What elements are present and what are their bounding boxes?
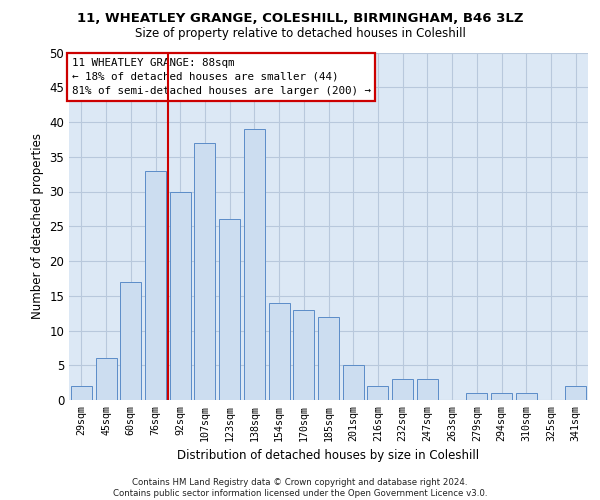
Text: 11, WHEATLEY GRANGE, COLESHILL, BIRMINGHAM, B46 3LZ: 11, WHEATLEY GRANGE, COLESHILL, BIRMINGH… [77, 12, 523, 26]
Bar [219, 220, 240, 400]
Text: 11 WHEATLEY GRANGE: 88sqm
← 18% of detached houses are smaller (44)
81% of semi-: 11 WHEATLEY GRANGE: 88sqm ← 18% of detac… [71, 58, 371, 96]
Bar [95, 358, 116, 400]
Bar [565, 386, 586, 400]
Bar [145, 170, 166, 400]
Y-axis label: Number of detached properties: Number of detached properties [31, 133, 44, 320]
Bar [318, 316, 339, 400]
Bar [194, 143, 215, 400]
Bar [269, 302, 290, 400]
Bar [170, 192, 191, 400]
X-axis label: Distribution of detached houses by size in Coleshill: Distribution of detached houses by size … [178, 449, 479, 462]
Bar [293, 310, 314, 400]
Bar [367, 386, 388, 400]
Bar [71, 386, 92, 400]
Bar [343, 365, 364, 400]
Text: Contains public sector information licensed under the Open Government Licence v3: Contains public sector information licen… [113, 489, 487, 498]
Text: Contains HM Land Registry data © Crown copyright and database right 2024.: Contains HM Land Registry data © Crown c… [132, 478, 468, 487]
Text: Size of property relative to detached houses in Coleshill: Size of property relative to detached ho… [134, 28, 466, 40]
Bar [392, 379, 413, 400]
Bar [491, 393, 512, 400]
Bar [244, 129, 265, 400]
Bar [516, 393, 537, 400]
Bar [417, 379, 438, 400]
Bar [466, 393, 487, 400]
Bar [120, 282, 141, 400]
